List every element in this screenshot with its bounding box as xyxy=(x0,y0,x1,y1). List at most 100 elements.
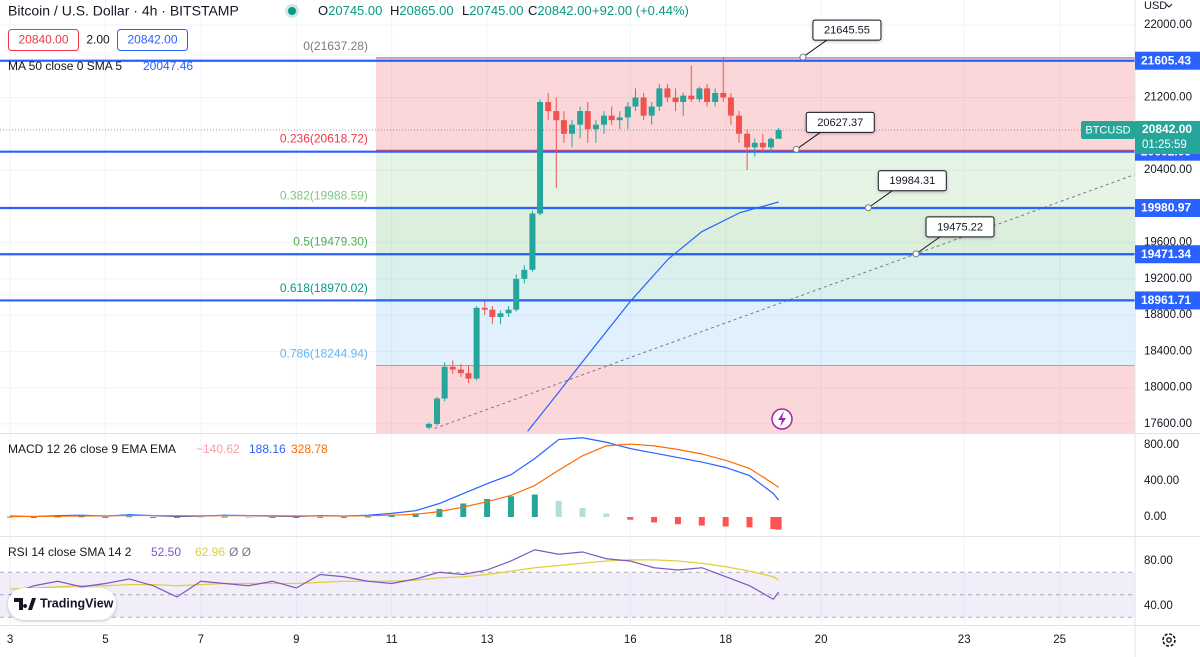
grid xyxy=(0,0,1135,625)
currency-caret[interactable] xyxy=(1165,3,1173,8)
y-tick-label: 80.00 xyxy=(1144,555,1173,567)
candle-body xyxy=(513,278,520,310)
macd-histogram-bar xyxy=(126,516,133,518)
x-tick-label: 25 xyxy=(1053,634,1066,646)
candle-body xyxy=(529,213,536,270)
rsi-line xyxy=(9,549,780,601)
fib-zone xyxy=(375,150,1135,208)
tradingview-logo[interactable]: TradingView xyxy=(8,588,116,620)
macd-histogram-bar xyxy=(30,517,37,519)
rsi-sma-value: 62.96 xyxy=(195,545,225,559)
macd-histogram-bar xyxy=(269,517,276,519)
gear-hub xyxy=(1166,637,1172,643)
candle-body xyxy=(751,142,758,148)
sell-button[interactable] xyxy=(8,29,79,51)
spread: 2.00 xyxy=(86,33,110,47)
macd-histogram-bar xyxy=(364,516,371,518)
callout-anchor xyxy=(792,145,800,153)
candle-body xyxy=(584,111,591,130)
candle-body xyxy=(767,138,774,148)
candle-body xyxy=(441,366,448,399)
macd-histogram-bar xyxy=(150,517,157,519)
candle-body xyxy=(688,95,695,100)
macd-histogram-bar xyxy=(221,516,228,518)
signal-value: 328.78 xyxy=(291,442,328,456)
callout-label: 21645.55 xyxy=(824,24,870,36)
macd-histogram-bar xyxy=(770,517,777,530)
y-tick-label: 17600.00 xyxy=(1144,418,1192,430)
candle-body xyxy=(648,106,655,116)
y-tick-label: 22000.00 xyxy=(1144,19,1192,31)
last-price-bg xyxy=(1135,120,1200,154)
buy-button[interactable] xyxy=(117,29,188,51)
currency[interactable]: USD xyxy=(1144,0,1167,12)
macd-pane xyxy=(7,437,782,530)
x-tick-label: 9 xyxy=(293,634,299,646)
macd-histogram-bar xyxy=(579,507,586,518)
symbol-title: Bitcoin / U.S. Dollar · 4h · BITSTAMP xyxy=(8,3,239,19)
candle-body xyxy=(727,97,734,116)
fib-zone xyxy=(375,57,1135,151)
signal-line xyxy=(10,443,779,518)
macd-histogram-value: −140.62 xyxy=(196,442,240,456)
line-price-label-bg xyxy=(1135,199,1200,218)
ma-legend: MA 50 close 0 SMA 5 xyxy=(8,59,122,73)
x-tick-label: 7 xyxy=(198,634,204,646)
rsi-pane xyxy=(0,549,1135,618)
ohlc-value: 20865.00 xyxy=(399,3,453,18)
ohlc-key: H xyxy=(390,3,399,18)
macd-histogram-bar xyxy=(775,517,782,530)
callout-label: 20627.37 xyxy=(817,117,863,129)
x-tick-label: 23 xyxy=(958,634,971,646)
ask-price[interactable]: 20842.00 xyxy=(127,33,177,47)
bid-price[interactable]: 20840.00 xyxy=(18,33,68,47)
macd-histogram-bar xyxy=(317,516,324,518)
macd-histogram-bar xyxy=(746,517,753,528)
candle-body xyxy=(616,117,623,121)
symbol-label: BTCUSD xyxy=(1085,124,1130,136)
candle-body xyxy=(497,313,504,317)
fib-zone xyxy=(375,365,1135,433)
macd-legend: MACD 12 26 close 9 EMA EMA xyxy=(8,442,176,456)
candle-body xyxy=(712,92,719,103)
callout-box xyxy=(812,19,882,41)
x-tick-label: 13 xyxy=(481,634,494,646)
candle-body xyxy=(489,309,496,317)
candle-body xyxy=(537,102,544,214)
candle-body xyxy=(434,398,441,424)
market-status-dot[interactable] xyxy=(288,7,296,15)
line-price-label: 19980.97 xyxy=(1141,201,1191,215)
candle-body xyxy=(736,115,743,134)
macd-histogram-bar xyxy=(388,515,395,518)
candle-body xyxy=(425,423,432,428)
callout-box xyxy=(805,111,875,133)
logo-text: TradingView xyxy=(40,596,114,610)
callout-anchor xyxy=(864,204,872,212)
ohlc-key: O xyxy=(318,3,328,18)
line-price-label-bg xyxy=(1135,51,1200,70)
candle-body xyxy=(640,97,647,116)
candle-body xyxy=(592,124,599,130)
fib-label: 0.382(19988.59) xyxy=(280,189,368,203)
candle-body xyxy=(744,133,751,148)
y-tick-label: 40.00 xyxy=(1144,600,1173,612)
callout-label: 19984.31 xyxy=(889,175,935,187)
change: +92.00 (+0.44%) xyxy=(592,3,689,18)
candle-body xyxy=(759,142,766,148)
last-price-label: 20842.00 xyxy=(1142,122,1192,136)
candle-body xyxy=(505,309,512,314)
candle-body xyxy=(680,95,687,103)
x-tick-label: 20 xyxy=(815,634,828,646)
candle-body xyxy=(600,115,607,125)
y-tick-label: 19200.00 xyxy=(1144,273,1192,285)
macd-histogram-bar xyxy=(460,503,467,518)
macd-histogram-bar xyxy=(7,516,14,518)
settings-icon[interactable] xyxy=(1162,633,1176,647)
callout-leader xyxy=(795,132,821,150)
macd-histogram-bar xyxy=(102,517,109,519)
candle-body xyxy=(672,97,679,103)
candle-body xyxy=(457,369,464,374)
main-pane: 0(21637.28) 0.236(20618.72) 0.382(19988.59… xyxy=(0,39,1135,433)
y-tick-label: 20400.00 xyxy=(1144,164,1192,176)
